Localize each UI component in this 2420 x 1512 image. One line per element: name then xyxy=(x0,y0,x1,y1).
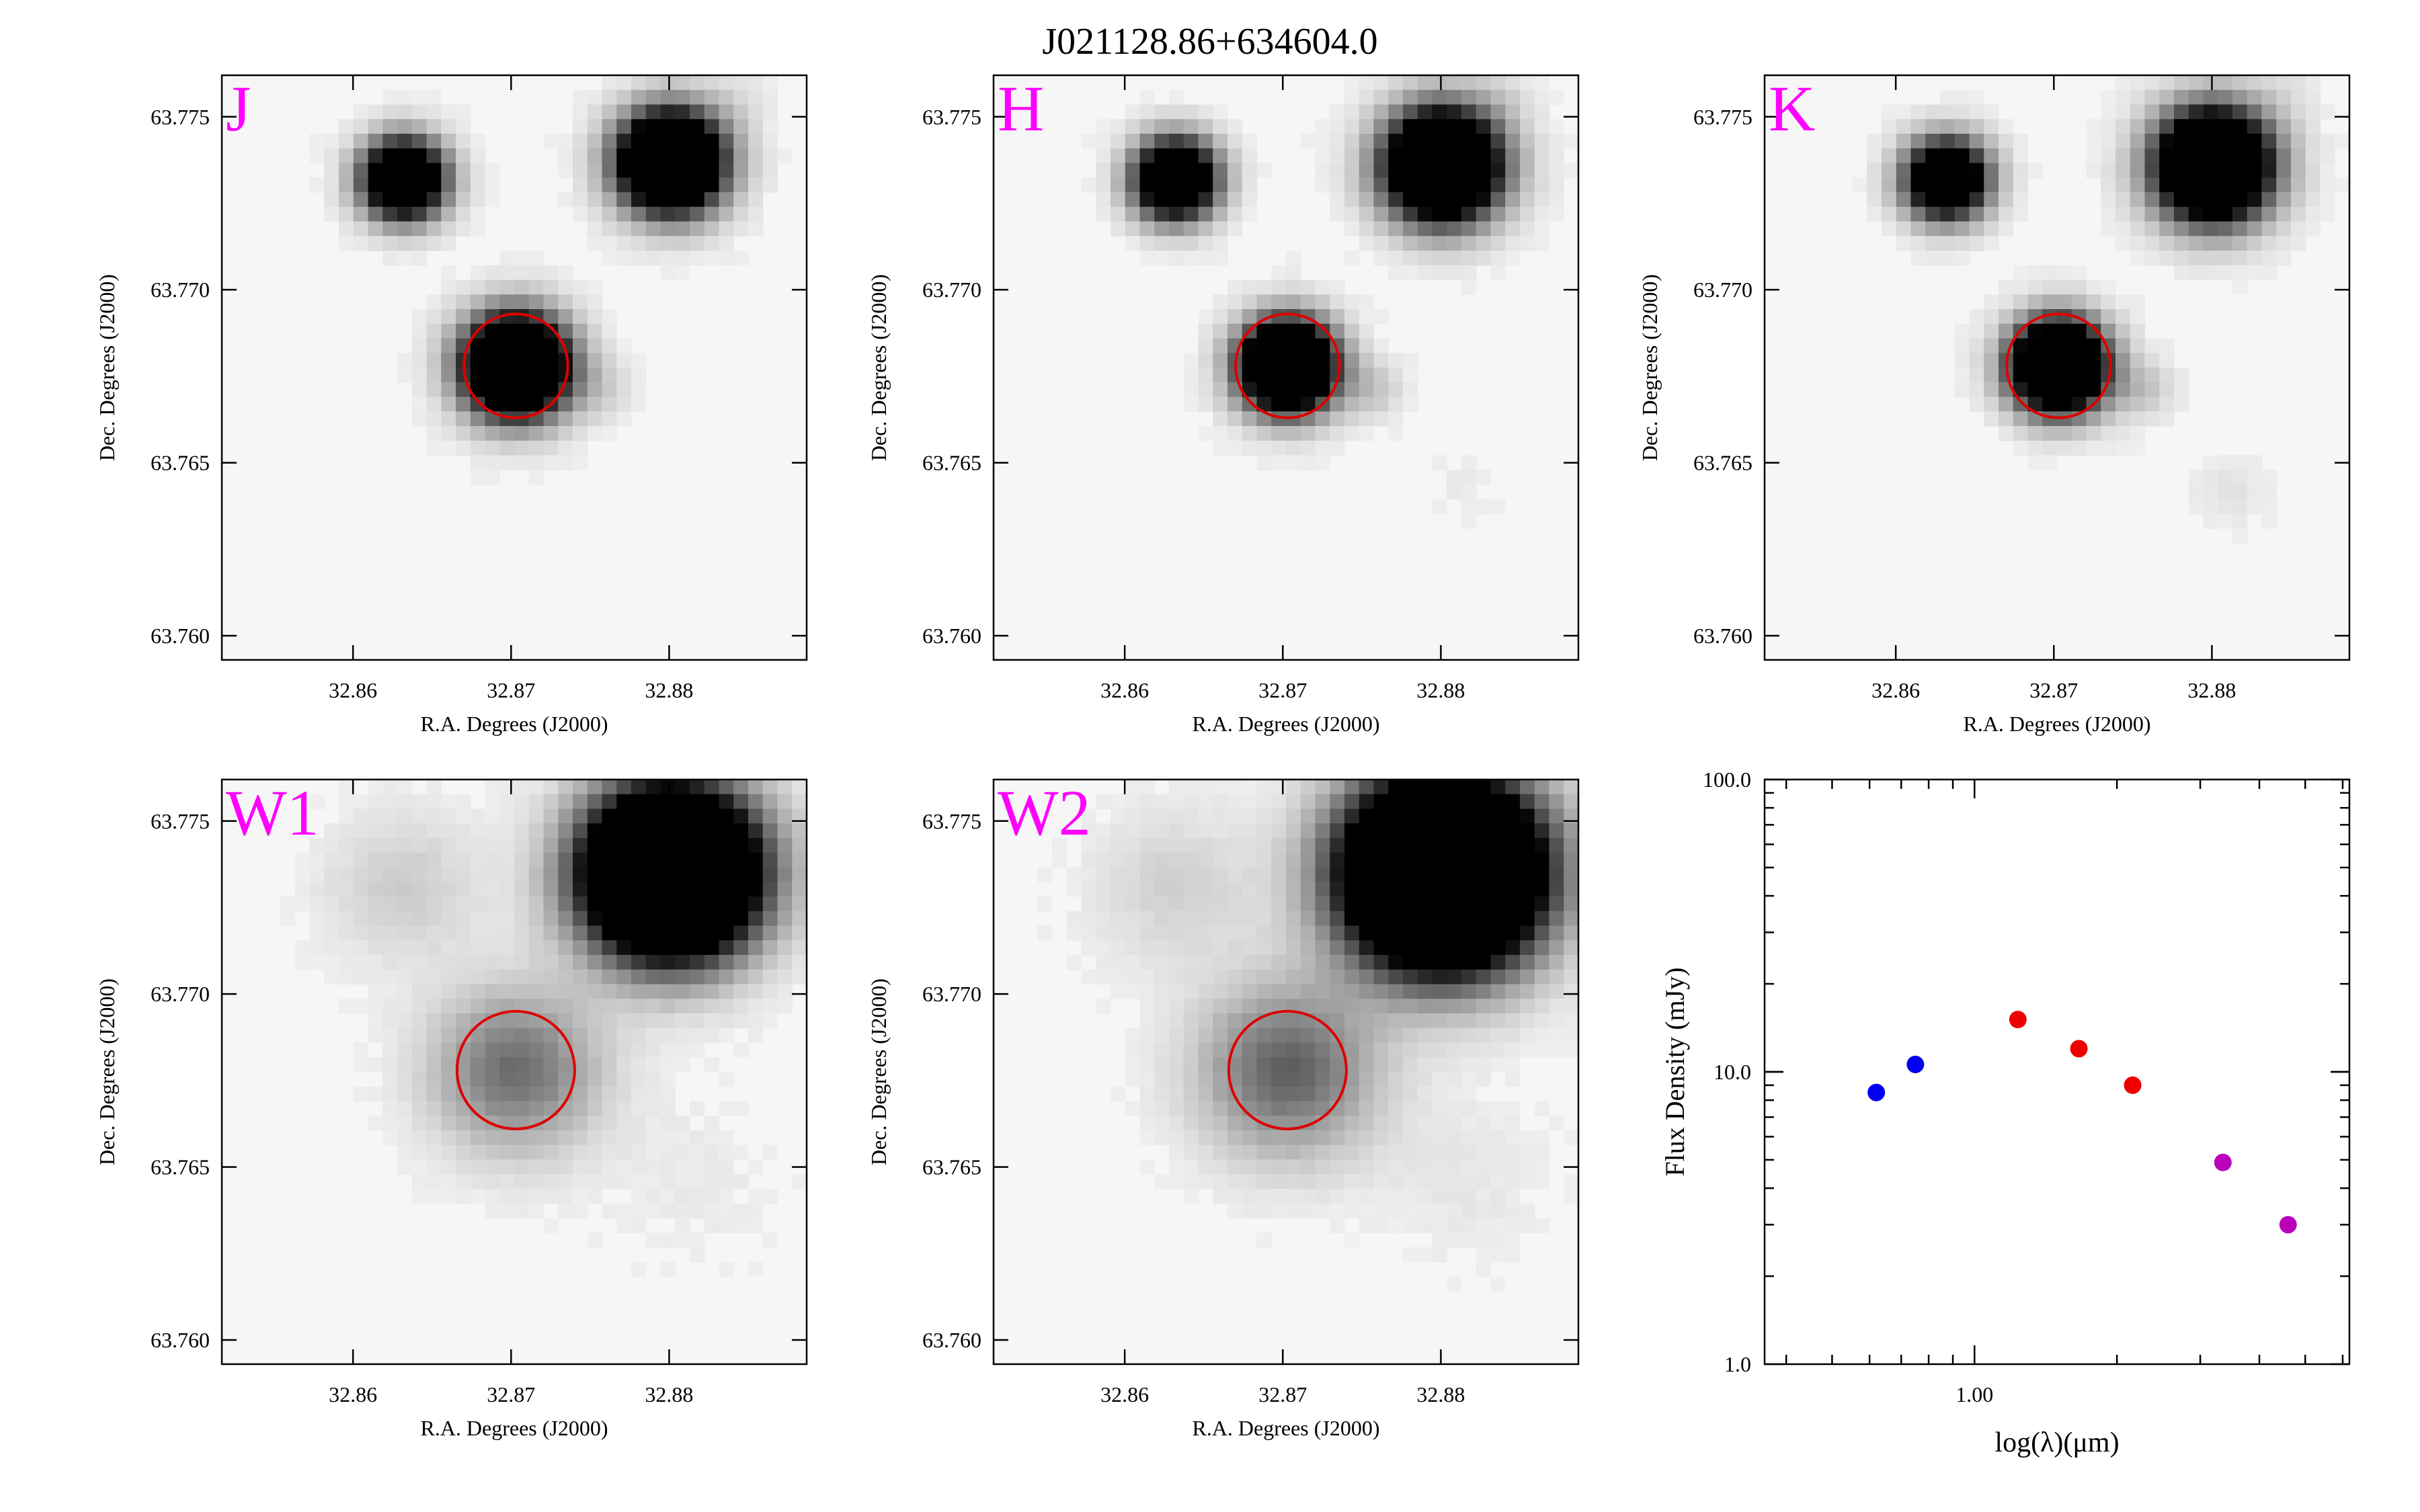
band-label: W2 xyxy=(998,777,1091,849)
y-tick-label: 63.770 xyxy=(922,278,981,302)
x-tick-label: 32.88 xyxy=(2187,678,2236,702)
y-tick-label: 63.760 xyxy=(1693,624,1752,648)
y-axis-label: Dec. Degrees (J2000) xyxy=(95,274,119,461)
x-tick-label: 32.88 xyxy=(1416,1382,1465,1406)
image-panel-J: 32.86 32.87 32.88 63.760 63.765 63.770 63.775 R… xyxy=(95,73,808,736)
band-label: W1 xyxy=(226,777,319,849)
x-axis-label: R.A. Degrees (J2000) xyxy=(420,1416,608,1440)
y-tick-label: 63.775 xyxy=(151,105,210,129)
y-axis-label: Dec. Degrees (J2000) xyxy=(1638,274,1662,461)
y-tick-label: 63.775 xyxy=(1693,105,1752,129)
image-panel-H: 32.86 32.87 32.88 63.760 63.765 63.770 63.775 R… xyxy=(866,73,1580,736)
y-tick-label: 63.770 xyxy=(151,278,210,302)
y-tick-label: 1.0 xyxy=(1724,1352,1751,1376)
x-tick-label: 32.88 xyxy=(1416,678,1465,702)
y-tick-label: 63.775 xyxy=(151,809,210,833)
sed-point-blue-1 xyxy=(1906,1055,1925,1073)
y-tick-label: 63.770 xyxy=(151,982,210,1006)
x-axis-label: R.A. Degrees (J2000) xyxy=(1963,712,2150,736)
x-tick-label: 32.87 xyxy=(487,1382,535,1406)
image-pixels xyxy=(994,75,1578,660)
x-tick-label: 32.88 xyxy=(645,1382,693,1406)
sed-point-purple-0 xyxy=(2214,1153,2232,1171)
y-tick-label: 63.760 xyxy=(151,1328,210,1352)
y-tick-label: 63.765 xyxy=(151,451,210,475)
band-label: H xyxy=(998,73,1044,144)
sed-frame xyxy=(1763,778,2351,1366)
band-label: K xyxy=(1769,73,1815,144)
y-tick-label: 63.770 xyxy=(922,982,981,1006)
y-tick-label: 63.765 xyxy=(1693,451,1752,475)
x-axis-label: R.A. Degrees (J2000) xyxy=(1192,1416,1379,1440)
y-axis-label: Dec. Degrees (J2000) xyxy=(866,978,891,1165)
figure-title: J021128.86+634604.0 xyxy=(1042,21,1378,62)
sed-point-red-0 xyxy=(2009,1011,2027,1029)
x-axis-label: R.A. Degrees (J2000) xyxy=(420,712,608,736)
panel-frame xyxy=(1763,74,2351,661)
target-aperture-circle xyxy=(455,1009,576,1130)
panel-frame xyxy=(220,74,808,661)
panel-frame xyxy=(992,74,1580,661)
target-aperture-circle xyxy=(462,312,569,419)
y-tick-label: 100.0 xyxy=(1703,767,1751,792)
x-tick-label: 1.00 xyxy=(1955,1382,1993,1406)
x-tick-label: 32.86 xyxy=(1100,1382,1149,1406)
sed-point-purple-1 xyxy=(2279,1216,2297,1234)
panel-frame xyxy=(992,778,1580,1366)
image-panel-W1: 32.86 32.87 32.88 63.760 63.765 63.770 63.775 R… xyxy=(95,777,808,1440)
x-axis-label: log(λ)(μm) xyxy=(1994,1427,2119,1458)
sed-point-blue-0 xyxy=(1867,1083,1886,1101)
y-axis-label: Dec. Degrees (J2000) xyxy=(95,978,119,1165)
panel-frame xyxy=(220,778,808,1366)
image-pixels xyxy=(222,780,807,1364)
x-tick-label: 32.87 xyxy=(487,678,535,702)
y-axis-label: Dec. Degrees (J2000) xyxy=(866,274,891,461)
image-pixels xyxy=(1765,75,2349,660)
x-tick-label: 32.87 xyxy=(1258,678,1307,702)
target-aperture-circle xyxy=(1227,1009,1348,1130)
y-tick-label: 63.770 xyxy=(1693,278,1752,302)
y-axis-label: Flux Density (mJy) xyxy=(1660,967,1690,1176)
image-pixels xyxy=(994,780,1578,1364)
y-tick-label: 63.765 xyxy=(151,1155,210,1179)
y-tick-label: 63.765 xyxy=(922,451,981,475)
target-aperture-circle xyxy=(2005,312,2112,419)
sed-point-red-1 xyxy=(2070,1040,2088,1058)
y-tick-label: 63.775 xyxy=(922,809,981,833)
image-panel-K: 32.86 32.87 32.88 63.760 63.765 63.770 63.775 R… xyxy=(1638,73,2351,736)
y-tick-label: 63.760 xyxy=(922,624,981,648)
x-tick-label: 32.87 xyxy=(1258,1382,1307,1406)
y-tick-label: 10.0 xyxy=(1713,1060,1751,1084)
image-panel-W2: 32.86 32.87 32.88 63.760 63.765 63.770 63.775 R… xyxy=(866,777,1580,1440)
sed-point-red-2 xyxy=(2124,1076,2142,1094)
x-tick-label: 32.86 xyxy=(1100,678,1149,702)
x-tick-label: 32.87 xyxy=(2029,678,2078,702)
x-tick-label: 32.88 xyxy=(645,678,693,702)
y-tick-label: 63.765 xyxy=(922,1155,981,1179)
target-aperture-circle xyxy=(1234,312,1341,419)
x-tick-label: 32.86 xyxy=(1871,678,1920,702)
y-tick-label: 63.775 xyxy=(922,105,981,129)
x-tick-label: 32.86 xyxy=(329,1382,377,1406)
image-pixels xyxy=(222,75,807,660)
band-label: J xyxy=(226,73,251,144)
y-tick-label: 63.760 xyxy=(151,624,210,648)
x-axis-label: R.A. Degrees (J2000) xyxy=(1192,712,1379,736)
y-tick-label: 63.760 xyxy=(922,1328,981,1352)
x-tick-label: 32.86 xyxy=(329,678,377,702)
